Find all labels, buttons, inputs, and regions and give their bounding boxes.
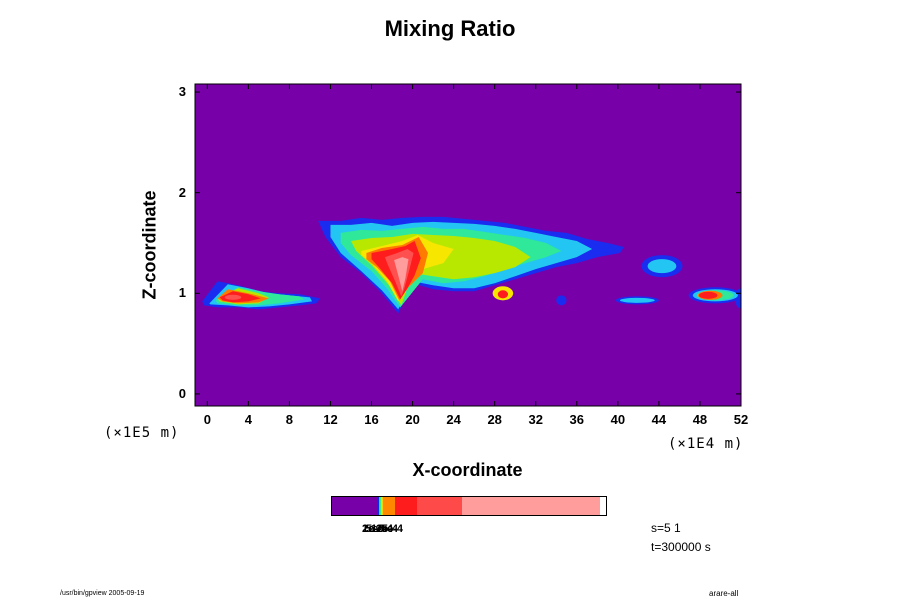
y-tick-label: 0	[178, 385, 186, 401]
x-tick-label: 32	[528, 412, 543, 427]
y-tick-label: 1	[178, 285, 186, 301]
colorbar-label: 5e-5	[366, 523, 389, 535]
mixing-ratio-field	[195, 84, 741, 406]
colorbar-segment	[378, 497, 379, 515]
colorbar-segment	[332, 497, 378, 515]
x-tick-label: 16	[364, 412, 379, 427]
colorbar-segment	[383, 497, 395, 515]
colorbar-segment	[382, 497, 383, 515]
x-tick-label: 36	[569, 412, 585, 427]
colorbar-label: 1e-4	[371, 523, 394, 535]
colorbar	[331, 496, 607, 516]
x-tick-label: 0	[203, 412, 211, 427]
x-tick-label: 12	[323, 412, 338, 427]
field-region-level-9-0	[394, 257, 409, 292]
x-tick-label: 40	[610, 412, 626, 427]
colorbar-segment	[379, 497, 380, 515]
field-region-level-2-4	[619, 297, 655, 303]
y-axis-label: Z-coordinate	[139, 190, 160, 300]
plot-frame	[194, 83, 742, 407]
x-tick-label: 28	[487, 412, 502, 427]
x-tick-label: 44	[651, 412, 667, 427]
y-tick-label: 2	[178, 184, 186, 200]
field-region-level-2-2	[647, 259, 677, 274]
colorbar-segment	[417, 497, 462, 515]
colorbar-segment	[395, 497, 417, 515]
field-region-level-7-3	[497, 290, 509, 299]
field-region-level-7-2	[698, 291, 718, 299]
colorbar-segment	[381, 497, 382, 515]
y-tick-label: 3	[178, 84, 186, 100]
x-tick-label: 8	[285, 412, 294, 427]
colorbar-label: 2e-4	[376, 523, 399, 535]
x-axis-label: X-coordinate	[412, 460, 523, 480]
x-tick-label: 20	[405, 412, 420, 427]
colorbar-segment	[462, 497, 600, 515]
footer-command: /usr/bin/gpview 2005-09-19	[60, 590, 145, 597]
colorbar-label: 2e-5	[362, 523, 385, 535]
x-unit-label: (×1E4 m)	[668, 436, 744, 452]
x-tick-label: 24	[446, 412, 461, 427]
chart-title: Mixing Ratio	[384, 16, 516, 41]
field-region-level-1-5	[556, 295, 567, 306]
colorbar-label: 5e-4	[381, 523, 404, 535]
x-tick-label: 4	[244, 412, 252, 427]
field-region-level-8-1	[224, 294, 242, 300]
x-tick-label: 48	[692, 412, 708, 427]
x-tick-label: 52	[733, 412, 749, 427]
footer-file: arare-all	[709, 589, 739, 598]
colorbar-label: 1e-5	[362, 523, 385, 535]
y-unit-label: (×1E5 m)	[104, 425, 180, 441]
colorbar-segment	[380, 497, 381, 515]
stats-line-1: s=5 1	[651, 521, 681, 535]
stats-line-2: t=300000 s	[651, 540, 711, 554]
